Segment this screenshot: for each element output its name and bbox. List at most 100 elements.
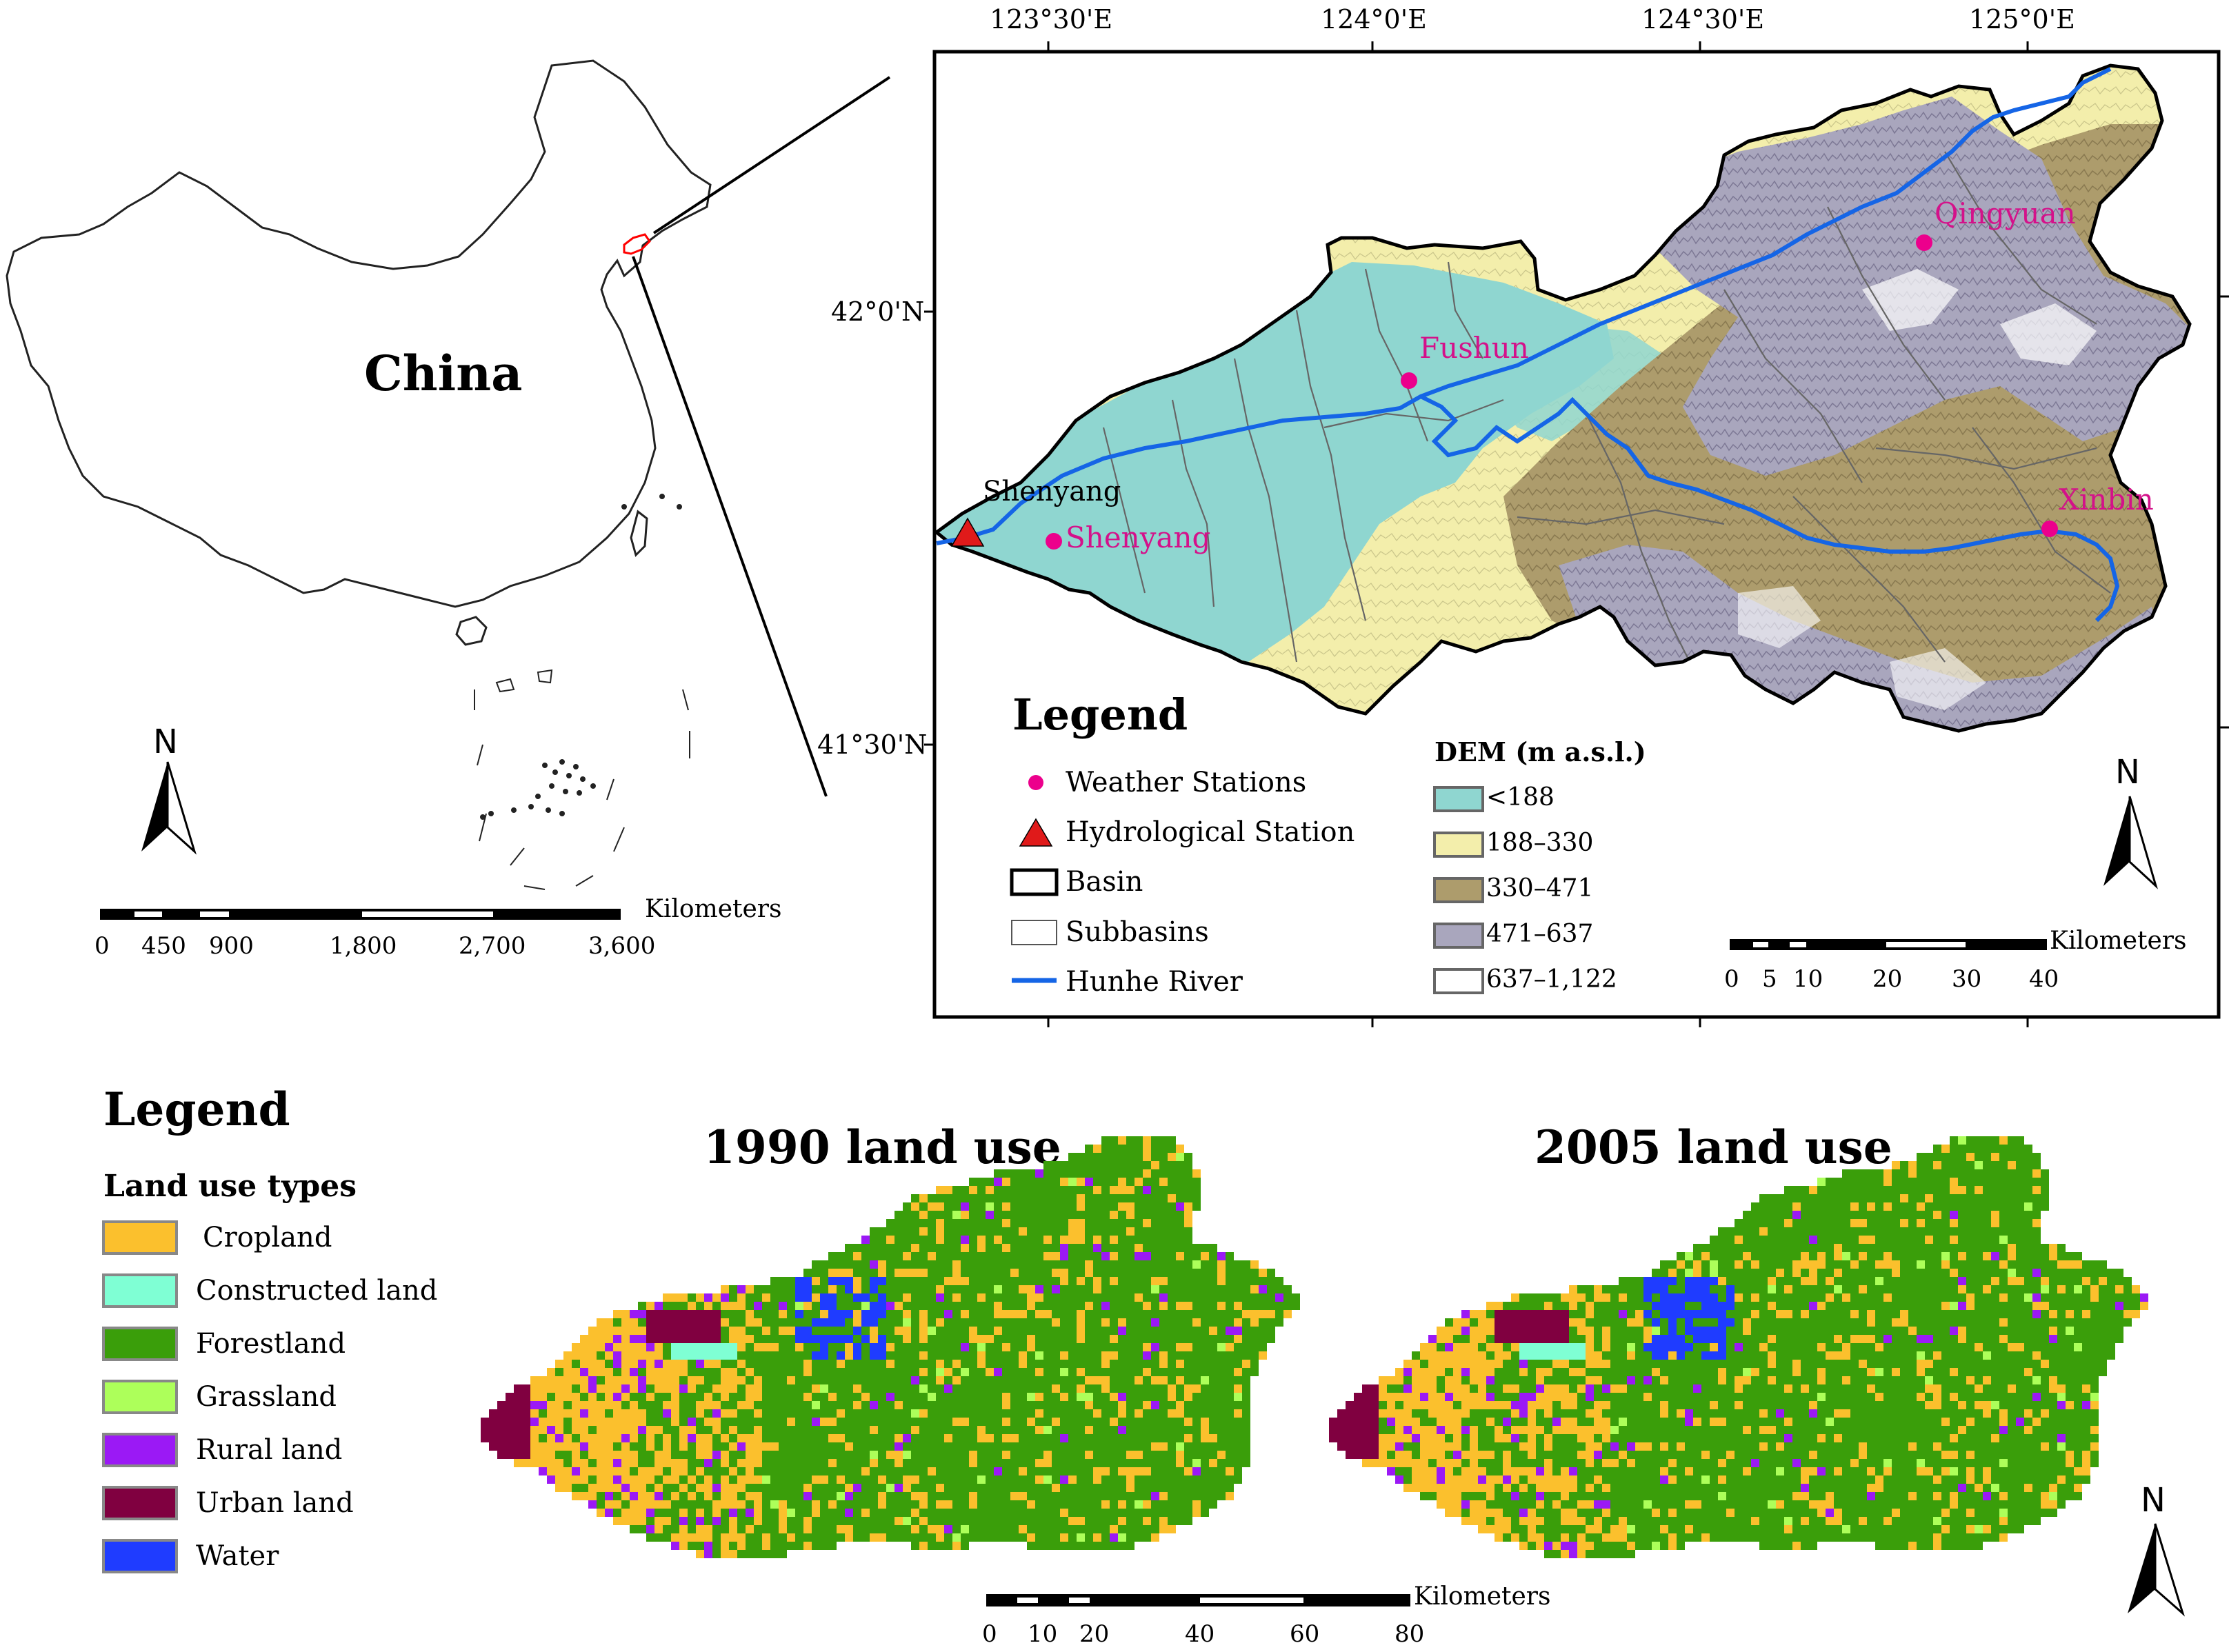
landuse-cell bbox=[1917, 1327, 1925, 1335]
landuse-cell bbox=[1226, 1327, 1234, 1335]
landuse-cell bbox=[1751, 1277, 1759, 1285]
landuse-cell bbox=[1792, 1186, 1801, 1194]
landuse-cell bbox=[1151, 1509, 1159, 1517]
landuse-cell bbox=[737, 1335, 746, 1343]
landuse-cell bbox=[1379, 1384, 1387, 1393]
landuse-cell bbox=[1151, 1459, 1159, 1467]
landuse-cell bbox=[870, 1500, 878, 1509]
landuse-cell bbox=[1135, 1492, 1143, 1500]
landuse-cell bbox=[1950, 1368, 1958, 1376]
landuse-cell bbox=[1118, 1186, 1126, 1194]
landuse-cell bbox=[837, 1509, 845, 1517]
landuse-swatch bbox=[102, 1327, 178, 1361]
landuse-cell bbox=[1176, 1343, 1184, 1351]
landuse-cell bbox=[820, 1442, 828, 1451]
landuse-cell bbox=[671, 1351, 679, 1360]
landuse-cell bbox=[861, 1293, 870, 1302]
landuse-cell bbox=[1503, 1376, 1511, 1384]
landuse-cell bbox=[2057, 1318, 2066, 1327]
landuse-cell bbox=[853, 1335, 861, 1343]
landuse-cell bbox=[952, 1384, 961, 1393]
landuse-cell bbox=[1445, 1343, 1453, 1351]
landuse-cell bbox=[1052, 1467, 1060, 1475]
landuse-cell bbox=[696, 1451, 704, 1459]
landuse-cell bbox=[1168, 1409, 1176, 1418]
landuse-cell bbox=[1784, 1318, 1792, 1327]
landuse-cell bbox=[1101, 1211, 1110, 1219]
landuse-cell bbox=[919, 1442, 928, 1451]
landuse-cell bbox=[712, 1492, 721, 1500]
landuse-cell bbox=[803, 1426, 812, 1434]
landuse-cell bbox=[1958, 1302, 1966, 1310]
landuse-cell bbox=[2041, 1351, 2049, 1360]
landuse-cell bbox=[1110, 1492, 1118, 1500]
landuse-cell bbox=[1010, 1236, 1019, 1244]
landuse-cell bbox=[1784, 1202, 1792, 1211]
landuse-cell bbox=[2016, 1153, 2024, 1161]
landuse-cell bbox=[969, 1525, 977, 1533]
landuse-cell bbox=[994, 1459, 1002, 1467]
landuse-cell bbox=[1652, 1285, 1660, 1293]
landuse-cell bbox=[696, 1318, 704, 1327]
landuse-cell bbox=[1159, 1252, 1168, 1260]
landuse-cell bbox=[1983, 1368, 1991, 1376]
landuse-cell bbox=[1035, 1368, 1043, 1376]
landuse-cell bbox=[1883, 1360, 1892, 1368]
landuse-cell bbox=[1875, 1169, 1883, 1178]
landuse-cell bbox=[919, 1384, 928, 1393]
landuse-cell bbox=[704, 1384, 712, 1393]
landuse-cell bbox=[754, 1442, 762, 1451]
landuse-cell bbox=[820, 1467, 828, 1475]
landuse-cell bbox=[1826, 1302, 1834, 1310]
landuse-cell bbox=[1933, 1178, 1941, 1186]
landuse-cell bbox=[1966, 1310, 1975, 1318]
landuse-cell bbox=[828, 1509, 837, 1517]
landuse-cell bbox=[779, 1409, 787, 1418]
landuse-cell bbox=[737, 1393, 746, 1401]
landuse-cell bbox=[1685, 1335, 1693, 1343]
landuse-cell bbox=[1735, 1236, 1743, 1244]
landuse-cell bbox=[2099, 1293, 2107, 1302]
landuse-cell bbox=[1126, 1475, 1135, 1484]
landuse-cell bbox=[1586, 1285, 1594, 1293]
landuse-cell bbox=[1461, 1368, 1470, 1376]
landuse-cell bbox=[1677, 1360, 1685, 1368]
landuse-cell bbox=[1101, 1227, 1110, 1236]
landuse-cell bbox=[770, 1533, 779, 1542]
landuse-cell bbox=[654, 1343, 663, 1351]
landuse-cell bbox=[1176, 1368, 1184, 1376]
landuse-cell bbox=[2115, 1327, 2123, 1335]
landuse-cell bbox=[812, 1393, 820, 1401]
landuse-cell bbox=[853, 1459, 861, 1467]
landuse-cell bbox=[1143, 1335, 1151, 1343]
landuse-cell bbox=[1693, 1285, 1701, 1293]
landuse-cell bbox=[1118, 1384, 1126, 1393]
landuse-cell bbox=[1850, 1202, 1859, 1211]
landuse-cell bbox=[828, 1492, 837, 1500]
landuse-cell bbox=[1652, 1277, 1660, 1285]
landuse-cell bbox=[2008, 1244, 2016, 1252]
landuse-cell bbox=[1110, 1178, 1118, 1186]
landuse-cell bbox=[1226, 1360, 1234, 1368]
landuse-cell bbox=[2008, 1178, 2016, 1186]
landuse-cell bbox=[1093, 1401, 1101, 1409]
landuse-cell bbox=[1784, 1236, 1792, 1244]
landuse-cell bbox=[779, 1509, 787, 1517]
landuse-cell bbox=[961, 1542, 969, 1550]
landuse-cell bbox=[1569, 1310, 1577, 1318]
landuse-cell bbox=[613, 1318, 621, 1327]
landuse-cell bbox=[712, 1351, 721, 1360]
landuse-cell bbox=[1809, 1269, 1817, 1277]
landuse-cell bbox=[779, 1343, 787, 1351]
landuse-cell bbox=[746, 1335, 754, 1343]
landuse-cell bbox=[1412, 1360, 1420, 1368]
landuse-cell bbox=[754, 1360, 762, 1368]
landuse-cell bbox=[1143, 1533, 1151, 1542]
landuse-cell bbox=[977, 1285, 986, 1293]
landuse-cell bbox=[1834, 1351, 1842, 1360]
landuse-cell bbox=[1275, 1310, 1283, 1318]
landuse-cell bbox=[2008, 1285, 2016, 1293]
landuse-cell bbox=[2016, 1186, 2024, 1194]
landuse-cell bbox=[1478, 1343, 1486, 1351]
landuse-cell bbox=[1759, 1302, 1768, 1310]
